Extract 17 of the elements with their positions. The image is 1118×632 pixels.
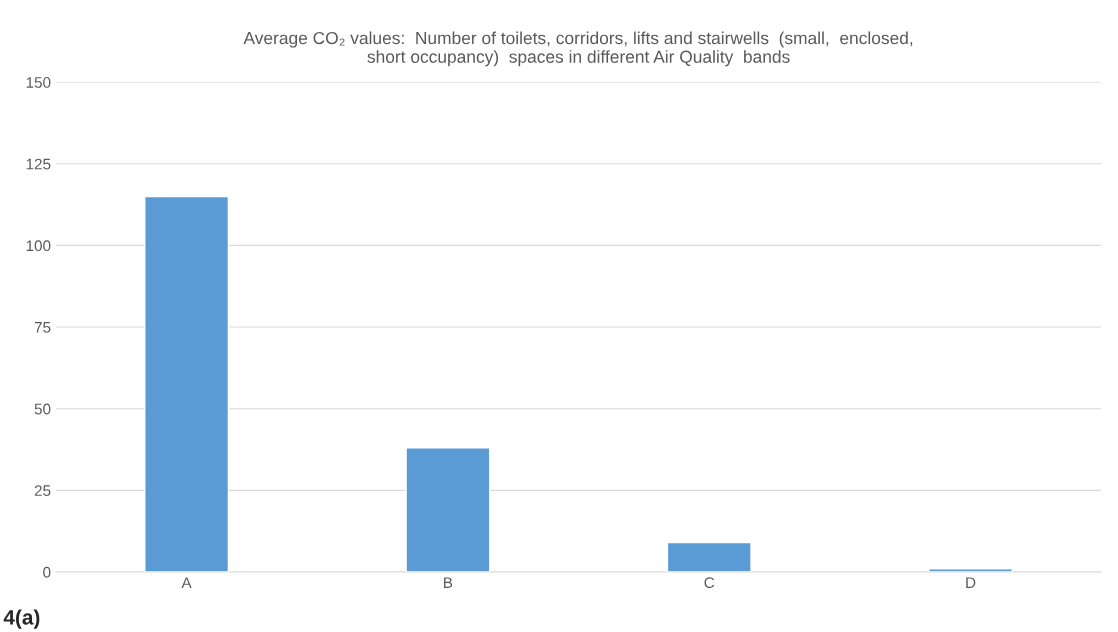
y-tick-label: 75 <box>34 322 51 333</box>
bar <box>144 195 230 572</box>
y-tick-label: 125 <box>26 158 51 170</box>
x-tick-label: A <box>181 577 192 588</box>
text: 4(a) <box>3 609 40 629</box>
bar <box>405 447 491 572</box>
x-tick-label: D <box>966 577 976 588</box>
x-tick-label: B <box>444 577 453 588</box>
y-tick-label: 50 <box>34 403 51 415</box>
y-tick-label: 25 <box>34 485 51 497</box>
y-tick-label: 100 <box>26 240 51 252</box>
bar <box>666 541 752 572</box>
chart-title: Average CO₂ values: Number of toilets, corridors, lifts and stairwells (small, enclosed, short occupancy) spaces in different Air Quality bands <box>243 31 913 67</box>
bar <box>928 567 1014 572</box>
x-tick-label: C <box>704 577 715 589</box>
y-tick-label: 0 <box>43 566 51 578</box>
y-tick-label: 150 <box>26 77 51 88</box>
